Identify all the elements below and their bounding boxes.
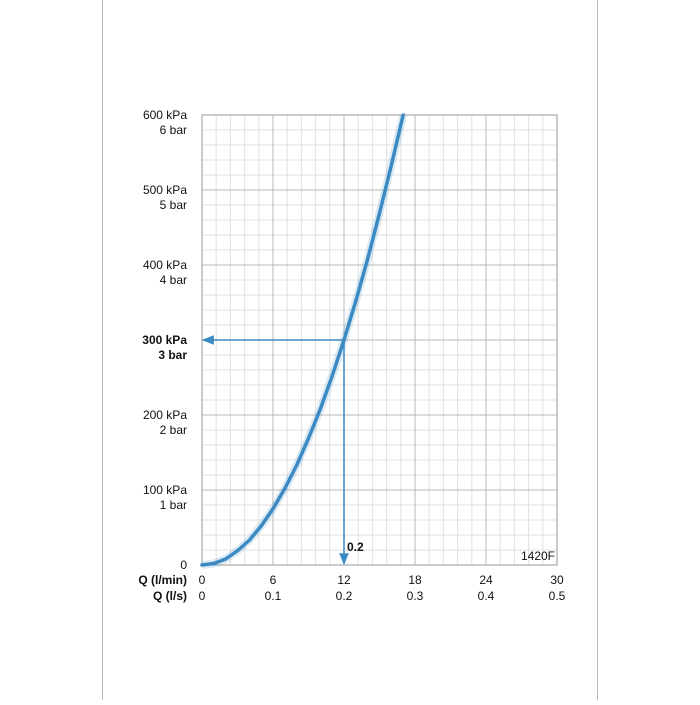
chart: 0 100 kPa 200 kPa 300 kPa 400 kPa 500 kPa 600 … [138, 108, 565, 603]
x2-tick-label: 0.1 [265, 589, 282, 603]
y-tick-label: 600 kPa [143, 108, 187, 122]
x2-tick-label: 0 [199, 589, 206, 603]
y-tick-label: 400 kPa [143, 258, 187, 272]
x-tick-label: 18 [408, 573, 422, 587]
x-tick-label: 6 [270, 573, 277, 587]
figure-code: 1420F [521, 549, 555, 563]
x-tick-label: 0 [199, 573, 206, 587]
highlight-label: 0.2 [347, 540, 364, 554]
x-tick-label: 30 [550, 573, 564, 587]
x2-tick-label: 0.4 [478, 589, 495, 603]
curve [200, 113, 405, 567]
y-tick-label: 500 kPa [143, 183, 187, 197]
y-tick-label: 200 kPa [143, 408, 187, 422]
y2-tick-label: 5 bar [160, 198, 187, 212]
x-tick-label: 24 [479, 573, 493, 587]
x2-tick-label: 0.5 [549, 589, 566, 603]
y2-tick-label: 2 bar [160, 423, 187, 437]
x2-axis-label: Q (l/s) [153, 589, 187, 603]
y-tick-label: 100 kPa [143, 483, 187, 497]
y2-tick-label: 3 bar [158, 348, 187, 362]
y-tick-label: 300 kPa [142, 333, 187, 347]
page-border [102, 0, 598, 702]
y-tick-label: 0 [180, 558, 187, 572]
x-axis-label: Q (l/min) [138, 573, 187, 587]
x2-tick-label: 0.2 [336, 589, 353, 603]
x-tick-label: 12 [337, 573, 351, 587]
y2-tick-label: 4 bar [160, 273, 187, 287]
y2-tick-label: 6 bar [160, 123, 187, 137]
y2-tick-label: 1 bar [160, 498, 187, 512]
x2-tick-label: 0.3 [407, 589, 424, 603]
